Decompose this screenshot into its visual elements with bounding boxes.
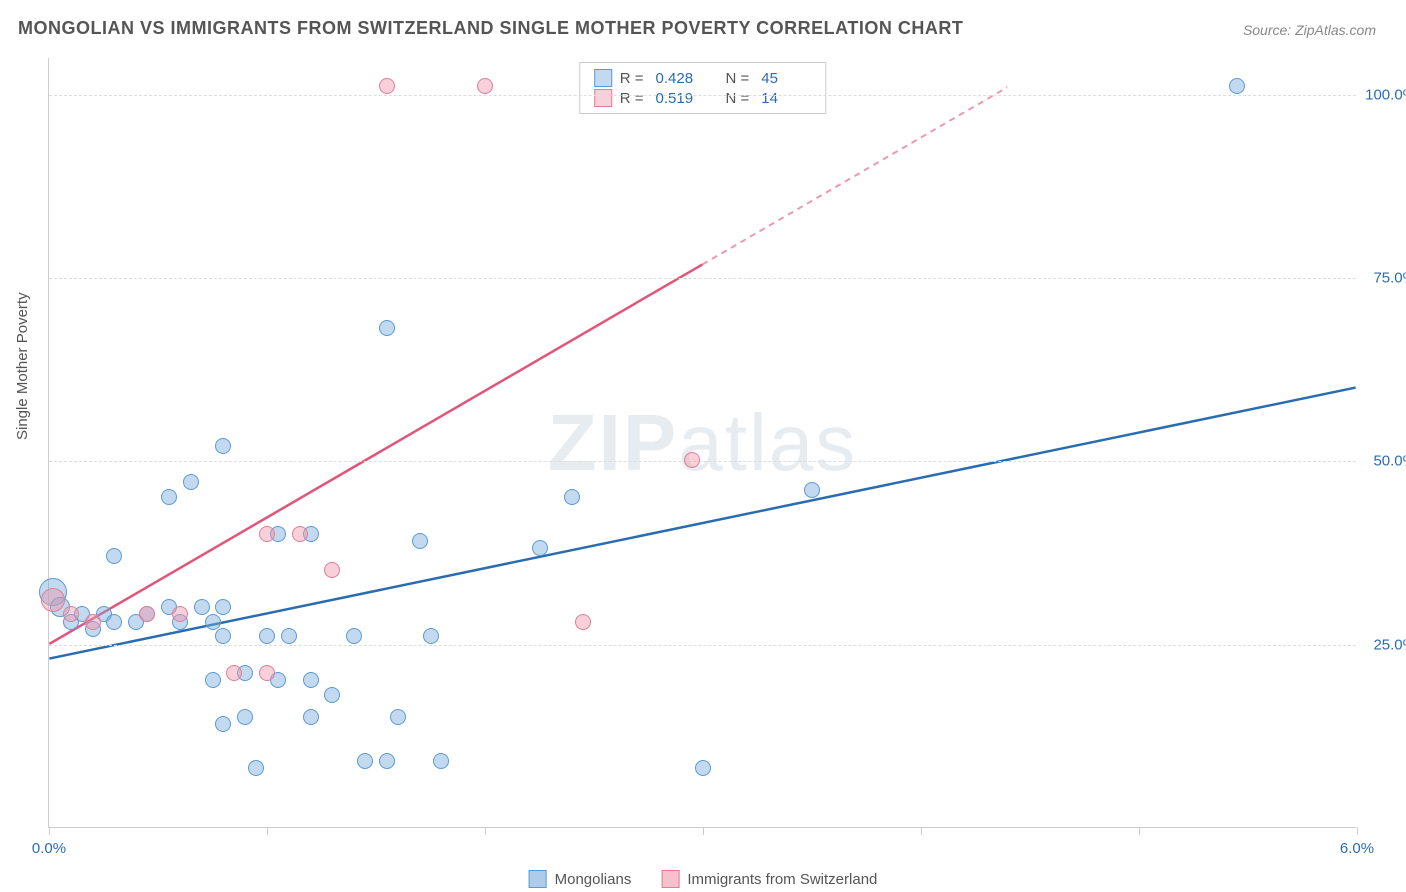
data-point	[379, 753, 395, 769]
data-point	[194, 599, 210, 615]
legend-row: R = 0.519 N = 14	[594, 89, 812, 107]
y-tick-label: 25.0%	[1373, 636, 1406, 653]
gridline	[49, 645, 1356, 646]
x-tick-label: 0.0%	[32, 840, 66, 857]
data-point	[804, 482, 820, 498]
chart-title: MONGOLIAN VS IMMIGRANTS FROM SWITZERLAND…	[18, 18, 963, 39]
data-point	[248, 760, 264, 776]
x-tick	[485, 827, 486, 835]
data-point	[390, 709, 406, 725]
data-point	[161, 489, 177, 505]
y-tick-label: 75.0%	[1373, 270, 1406, 287]
data-point	[379, 320, 395, 336]
data-point	[575, 614, 591, 630]
data-point	[205, 672, 221, 688]
legend-row: R = 0.428 N = 45	[594, 69, 812, 87]
data-point	[684, 452, 700, 468]
gridline	[49, 278, 1356, 279]
legend-swatch	[661, 870, 679, 888]
data-point	[85, 614, 101, 630]
data-point	[259, 526, 275, 542]
data-point	[346, 628, 362, 644]
chart-plot-area: ZIPatlas R =0.428N =45R =0.519N =14 25.0…	[48, 58, 1356, 828]
data-point	[63, 606, 79, 622]
data-point	[292, 526, 308, 542]
legend-item: Mongolians	[529, 870, 632, 888]
watermark-atlas: atlas	[678, 398, 857, 487]
data-point	[324, 562, 340, 578]
legend-item: Immigrants from Switzerland	[661, 870, 877, 888]
data-point	[41, 588, 65, 612]
gridline	[49, 95, 1356, 96]
data-point	[324, 687, 340, 703]
data-point	[226, 665, 242, 681]
legend-swatch	[594, 89, 612, 107]
data-point	[379, 78, 395, 94]
data-point	[357, 753, 373, 769]
data-point	[172, 606, 188, 622]
data-point	[1229, 78, 1245, 94]
legend-n-label: N =	[726, 90, 750, 107]
x-tick	[1357, 827, 1358, 835]
data-point	[303, 672, 319, 688]
data-point	[259, 665, 275, 681]
data-point	[106, 614, 122, 630]
y-tick-label: 100.0%	[1365, 86, 1406, 103]
y-axis-label: Single Mother Poverty	[14, 292, 31, 440]
data-point	[564, 489, 580, 505]
watermark-zip: ZIP	[548, 398, 678, 487]
legend-n-value: 45	[761, 70, 811, 87]
data-point	[412, 533, 428, 549]
data-point	[106, 548, 122, 564]
x-tick	[921, 827, 922, 835]
legend-n-value: 14	[761, 90, 811, 107]
data-point	[215, 716, 231, 732]
legend-r-label: R =	[620, 90, 644, 107]
legend-r-value: 0.519	[656, 90, 706, 107]
gridline	[49, 461, 1356, 462]
legend-n-label: N =	[726, 70, 750, 87]
data-point	[423, 628, 439, 644]
data-point	[215, 628, 231, 644]
data-point	[695, 760, 711, 776]
x-tick	[49, 827, 50, 835]
data-point	[139, 606, 155, 622]
data-point	[433, 753, 449, 769]
legend-label: Immigrants from Switzerland	[687, 871, 877, 888]
x-tick	[267, 827, 268, 835]
legend-label: Mongolians	[555, 871, 632, 888]
data-point	[281, 628, 297, 644]
data-point	[215, 599, 231, 615]
source-label: Source: ZipAtlas.com	[1243, 22, 1376, 38]
x-tick-label: 6.0%	[1340, 840, 1374, 857]
y-tick-label: 50.0%	[1373, 453, 1406, 470]
data-point	[205, 614, 221, 630]
data-point	[477, 78, 493, 94]
correlation-legend: R = 0.428 N = 45 R = 0.519 N = 14	[579, 62, 827, 114]
series-legend: Mongolians Immigrants from Switzerland	[529, 870, 878, 888]
legend-r-label: R =	[620, 70, 644, 87]
x-tick	[703, 827, 704, 835]
data-point	[532, 540, 548, 556]
legend-swatch	[594, 69, 612, 87]
data-point	[215, 438, 231, 454]
data-point	[237, 709, 253, 725]
x-tick	[1139, 827, 1140, 835]
data-point	[183, 474, 199, 490]
data-point	[259, 628, 275, 644]
data-point	[303, 709, 319, 725]
legend-r-value: 0.428	[656, 70, 706, 87]
watermark-text: ZIPatlas	[548, 397, 857, 489]
legend-swatch	[529, 870, 547, 888]
